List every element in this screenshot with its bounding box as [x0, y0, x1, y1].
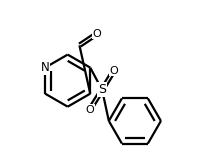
Text: S: S: [98, 83, 106, 96]
Text: N: N: [41, 61, 49, 74]
Text: O: O: [93, 29, 102, 39]
Text: O: O: [110, 66, 118, 76]
Text: O: O: [85, 105, 94, 115]
